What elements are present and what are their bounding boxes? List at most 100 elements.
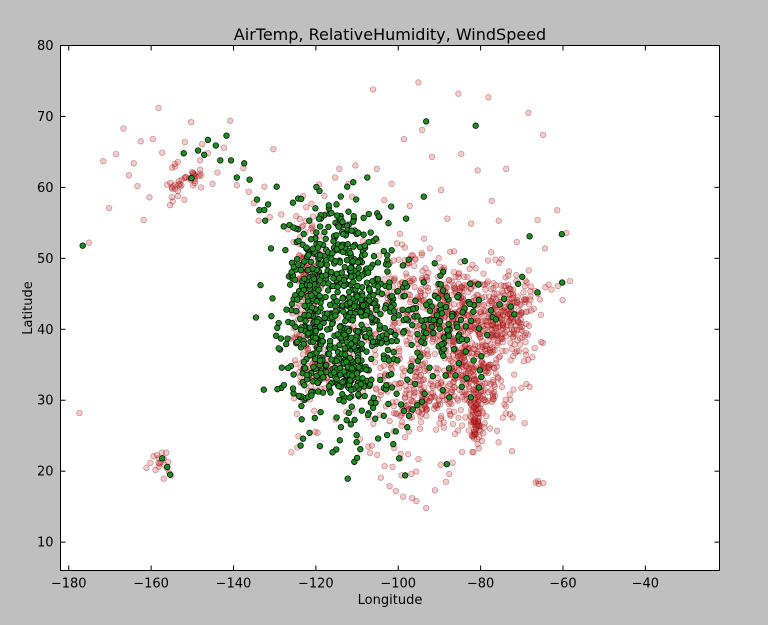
scatter-point [346, 394, 353, 401]
scatter-point [170, 183, 177, 190]
scatter-point [450, 268, 458, 276]
scatter-point [467, 414, 475, 421]
scatter-point [469, 411, 476, 419]
scatter-point [465, 365, 472, 372]
scatter-point [201, 151, 208, 158]
scatter-point [513, 316, 521, 323]
scatter-point [494, 331, 501, 338]
scatter-point [402, 270, 410, 277]
scatter-point [311, 407, 318, 414]
scatter-point [363, 366, 370, 373]
scatter-point [369, 86, 377, 93]
scatter-point [311, 355, 319, 363]
scatter-point [381, 463, 388, 470]
scatter-point [360, 302, 367, 309]
scatter-point [495, 439, 502, 446]
scatter-point [510, 294, 517, 301]
scatter-point [175, 177, 183, 185]
scatter-point [498, 326, 505, 334]
scatter-point [171, 160, 179, 168]
scatter-point [472, 431, 479, 438]
scatter-point [355, 229, 362, 236]
scatter-point [293, 255, 301, 263]
scatter-point [413, 497, 420, 505]
scatter-point [507, 396, 514, 404]
scatter-point [340, 282, 348, 289]
scatter-point [504, 315, 511, 322]
scatter-point [426, 307, 434, 315]
scatter-point [470, 404, 478, 411]
scatter-point [322, 293, 329, 301]
scatter-point [495, 324, 502, 332]
scatter-point [458, 355, 465, 362]
scatter-point [369, 338, 377, 345]
scatter-point [303, 371, 310, 379]
scatter-point [172, 163, 179, 170]
scatter-point [489, 321, 497, 328]
scatter-point [493, 332, 500, 339]
scatter-point [475, 417, 482, 425]
scatter-point [430, 392, 437, 400]
scatter-point [372, 385, 380, 392]
scatter-point [476, 367, 483, 374]
scatter-point [456, 366, 463, 374]
scatter-point [450, 282, 457, 289]
scatter-point [352, 162, 359, 169]
scatter-point [291, 357, 299, 364]
scatter-point [328, 356, 335, 363]
scatter-point [489, 295, 496, 303]
scatter-point [487, 380, 494, 387]
scatter-point [451, 430, 459, 438]
scatter-point [481, 397, 488, 404]
scatter-point [261, 183, 268, 190]
x-tick-label: −100 [380, 577, 416, 592]
scatter-point [508, 447, 516, 455]
scatter-point [505, 310, 512, 318]
scatter-point [346, 377, 354, 384]
scatter-point [409, 321, 416, 329]
scatter-point [474, 418, 481, 425]
scatter-point [455, 271, 462, 278]
scatter-point [181, 196, 188, 203]
scatter-point [474, 317, 482, 324]
scatter-point [559, 297, 566, 304]
scatter-point [420, 323, 427, 330]
scatter-point [496, 353, 504, 360]
scatter-point [525, 322, 533, 329]
scatter-point [380, 412, 387, 419]
scatter-point [423, 412, 430, 420]
scatter-point [471, 371, 478, 379]
scatter-point [458, 448, 466, 456]
scatter-point [233, 182, 240, 189]
scatter-point [423, 504, 430, 512]
scatter-point [412, 297, 419, 305]
scatter-point [410, 262, 418, 270]
scatter-point [365, 238, 372, 246]
scatter-point [483, 364, 491, 371]
scatter-point [300, 275, 308, 282]
scatter-point [486, 347, 494, 354]
scatter-point [516, 319, 523, 326]
scatter-point [353, 431, 360, 439]
scatter-point [511, 299, 518, 306]
scatter-point [293, 307, 300, 315]
scatter-point [426, 397, 433, 405]
scatter-point [150, 453, 157, 460]
scatter-point [478, 359, 485, 366]
scatter-point [481, 380, 489, 387]
scatter-point [330, 293, 337, 301]
scatter-point [436, 318, 444, 325]
scatter-point [503, 327, 510, 334]
scatter-point [429, 389, 436, 397]
scatter-point [436, 325, 443, 332]
scatter-point [345, 208, 352, 215]
scatter-point [451, 285, 458, 293]
scatter-point [347, 273, 355, 280]
scatter-point [420, 360, 427, 368]
scatter-point [299, 351, 307, 358]
scatter-point [462, 348, 469, 355]
scatter-point [396, 384, 403, 391]
scatter-point [501, 304, 508, 311]
scatter-point [469, 418, 476, 426]
scatter-point [404, 424, 411, 431]
